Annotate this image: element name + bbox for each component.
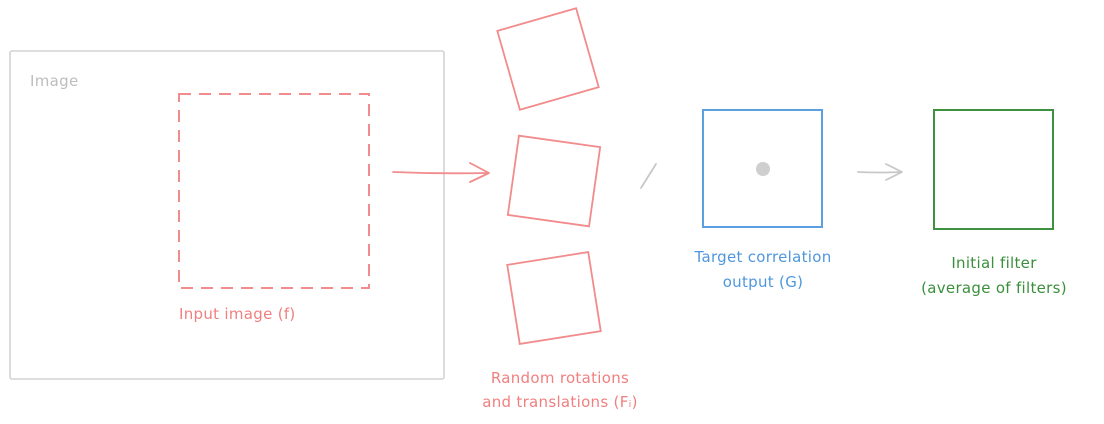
target-peak-dot [756, 162, 770, 176]
initial-filter-label-line1: Initial filter [951, 254, 1037, 272]
transform-square-top [496, 7, 600, 111]
target-output-label-line2: output (G) [722, 273, 804, 291]
input-image-region [178, 93, 370, 289]
image-frame [9, 50, 445, 380]
initial-filter-label-line2: (average of filters) [921, 279, 1067, 297]
input-image-label: Input image (f) [179, 305, 296, 323]
arrow-to-filter [857, 163, 903, 181]
random-transforms-label-line2: and translations (Fᵢ) [482, 393, 638, 411]
image-frame-label: Image [30, 72, 79, 90]
arrow-to-transforms [392, 162, 490, 183]
target-output-square [702, 109, 823, 228]
target-output-label-line1: Target correlation [694, 248, 832, 266]
division-slash [640, 163, 657, 189]
transform-square-middle [506, 134, 602, 228]
random-transforms-label-line1: Random rotations [490, 369, 630, 387]
transform-square-bottom [506, 251, 602, 345]
initial-filter-square [933, 109, 1054, 230]
